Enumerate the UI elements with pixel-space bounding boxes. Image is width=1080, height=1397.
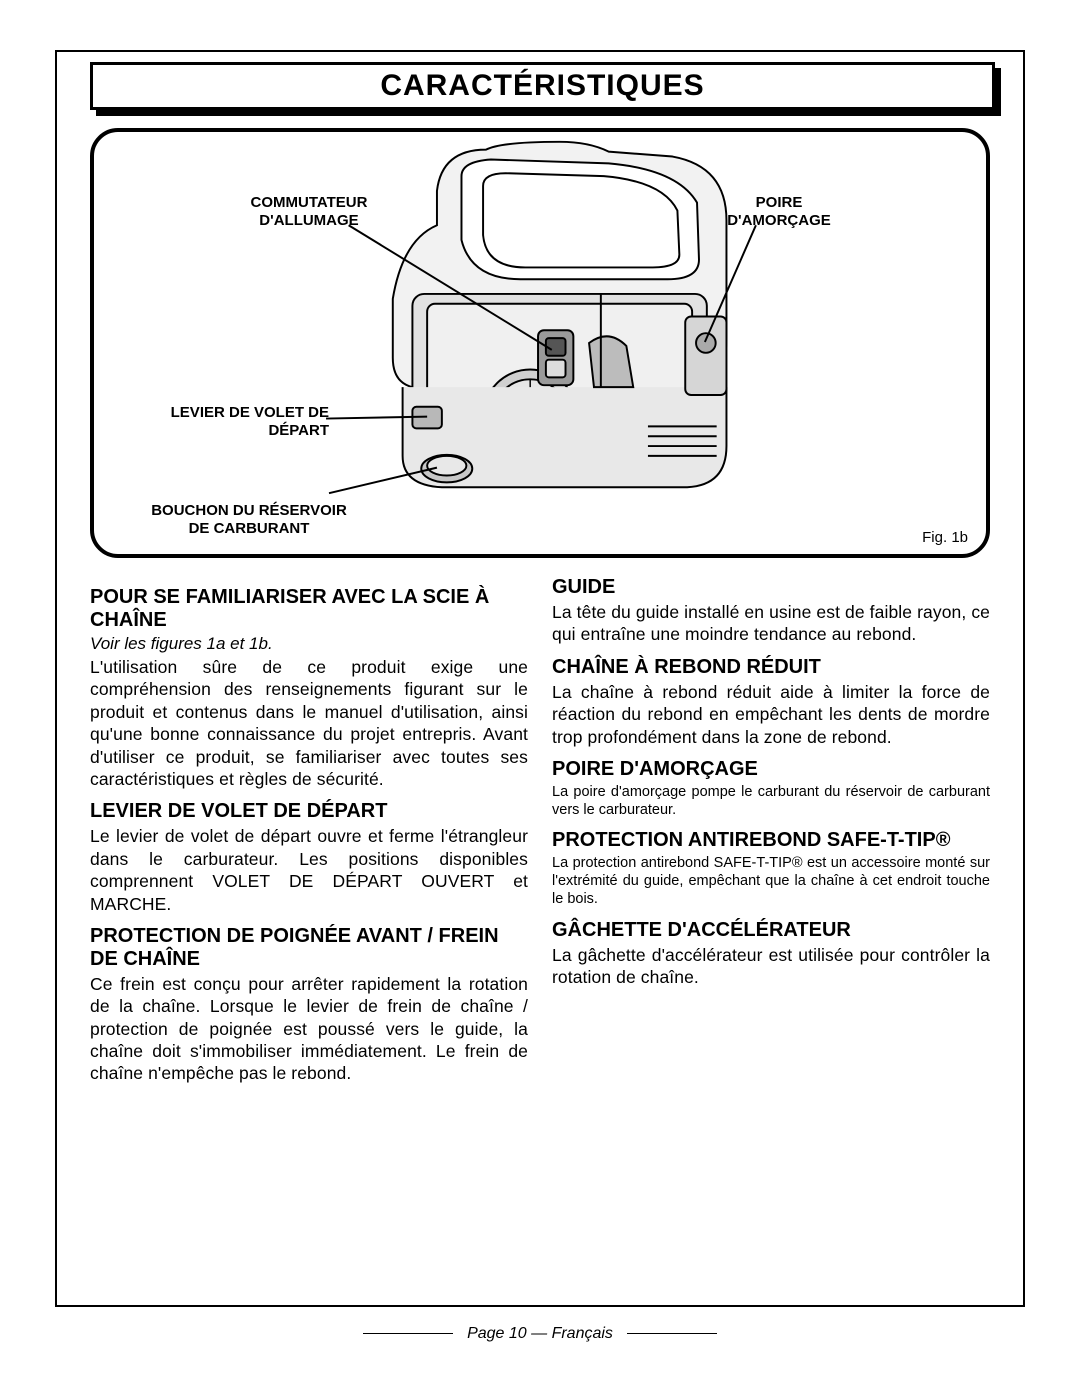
label-commutateur: COMMUTATEUR D'ALLUMAGE (234, 194, 384, 230)
label-levier: LEVIER DE VOLET DE DÉPART (154, 404, 329, 440)
para-protection-poignee: Ce frein est conçu pour arrêter rapideme… (90, 973, 528, 1085)
page-title: CARACTÉRISTIQUES (380, 69, 704, 103)
heading-guide: GUIDE (552, 576, 990, 599)
heading-poire: POIRE D'AMORÇAGE (552, 758, 990, 781)
heading-chaine-rebond: CHAÎNE À REBOND RÉDUIT (552, 656, 990, 679)
heading-familiariser: POUR SE FAMILIARISER AVEC LA SCIE À CHAÎ… (90, 586, 528, 632)
left-column: POUR SE FAMILIARISER AVEC LA SCIE À CHAÎ… (90, 576, 528, 1349)
para-levier: Le levier de volet de départ ouvre et fe… (90, 825, 528, 915)
title-box: CARACTÉRISTIQUES (90, 62, 995, 110)
heading-gachette: GÂCHETTE D'ACCÉLÉRATEUR (552, 919, 990, 942)
para-gachette: La gâchette d'accélérateur est utilisée … (552, 944, 990, 989)
para-poire: La poire d'amorçage pompe le carburant d… (552, 783, 990, 819)
page-footer: Page 10 — Français (0, 1325, 1080, 1343)
heading-protection-poignee: PROTECTION DE POIGNÉE AVANT / FREIN DE C… (90, 925, 528, 971)
heading-safe-t-tip: PROTECTION ANTIREBOND SAFE-T-TIP® (552, 829, 990, 852)
para-guide: La tête du guide installé en usine est d… (552, 601, 990, 646)
label-poire: POIRE D'AMORÇAGE (714, 194, 844, 230)
right-column: GUIDE La tête du guide installé en usine… (552, 576, 990, 1349)
footer-rule-left (363, 1333, 453, 1334)
diagram-frame: COMMUTATEUR D'ALLUMAGE POIRE D'AMORÇAGE … (90, 128, 990, 558)
heading-levier: LEVIER DE VOLET DE DÉPART (90, 800, 528, 823)
ref-figures: Voir les figures 1a et 1b. (90, 634, 528, 654)
footer-text: Page 10 — Français (467, 1325, 613, 1342)
para-chaine-rebond: La chaîne à rebond réduit aide à limiter… (552, 681, 990, 748)
chainsaw-diagram (94, 132, 986, 554)
title-front: CARACTÉRISTIQUES (90, 62, 995, 110)
para-safe-t-tip: La protection antirebond SAFE-T-TIP® est… (552, 854, 990, 908)
para-familiariser: L'utilisation sûre de ce produit exige u… (90, 656, 528, 790)
label-bouchon: BOUCHON DU RÉSERVOIR DE CARBURANT (139, 502, 359, 538)
footer-rule-right (627, 1333, 717, 1334)
figure-label: Fig. 1b (922, 529, 968, 546)
text-columns: POUR SE FAMILIARISER AVEC LA SCIE À CHAÎ… (90, 576, 990, 1349)
